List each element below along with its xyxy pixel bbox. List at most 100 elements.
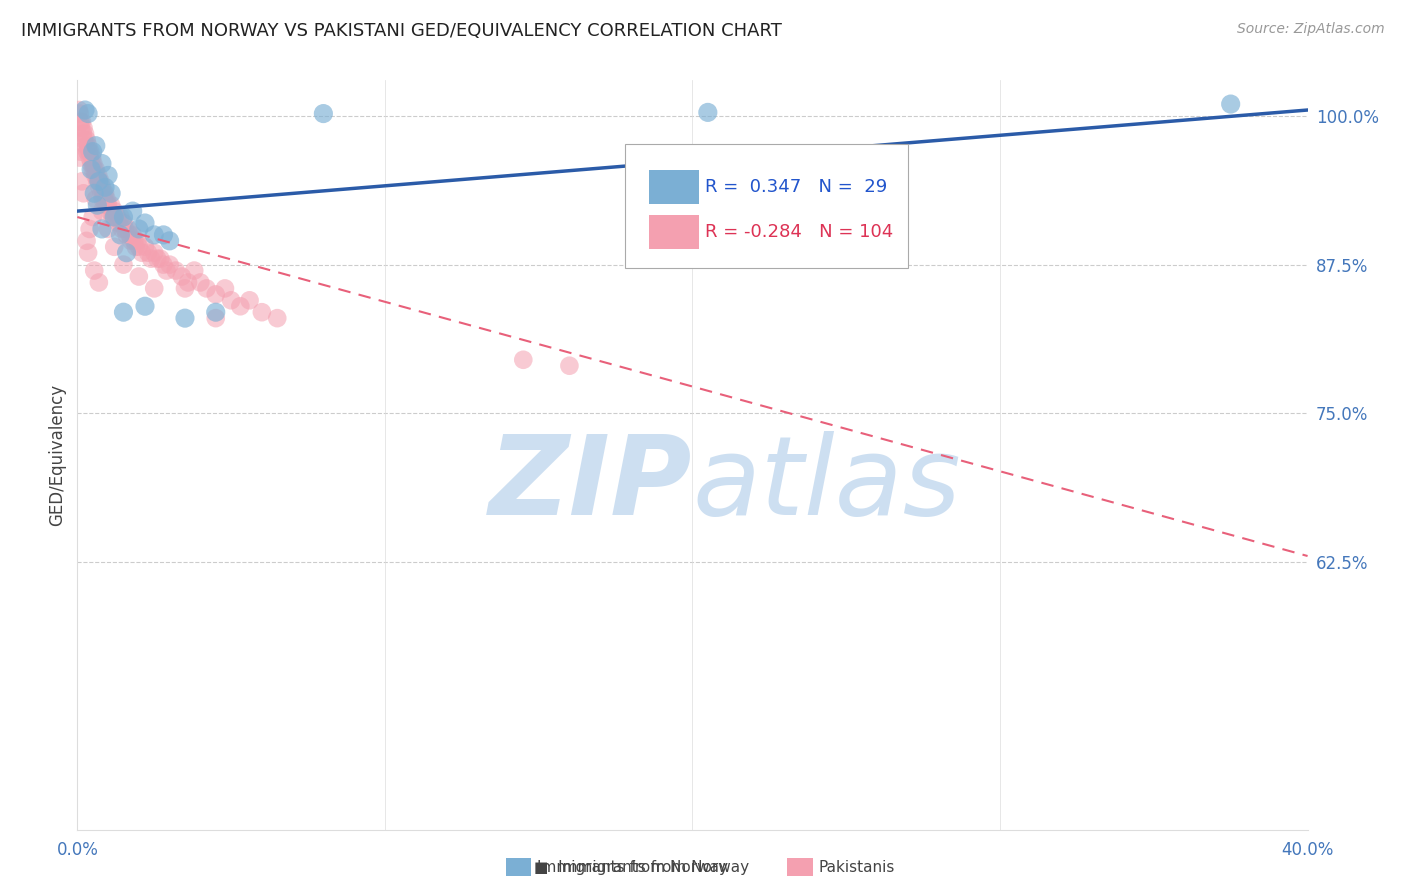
Point [250, 305, 273, 319]
Point [214, 281, 236, 295]
Point [159, 258, 181, 272]
Point [79, 222, 101, 236]
Point [128, 269, 150, 284]
Point [80, 156, 103, 170]
Point [79, 145, 101, 159]
Point [82, 210, 104, 224]
Point [120, 234, 142, 248]
Point [558, 359, 581, 373]
Point [143, 227, 166, 242]
Point [70, 174, 93, 188]
Point [69, 145, 91, 159]
Point [146, 252, 169, 266]
Point [76, 145, 98, 159]
Point [73, 133, 96, 147]
Point [104, 210, 127, 224]
Point [170, 269, 193, 284]
Point [84, 138, 107, 153]
Text: Pakistanis: Pakistanis [818, 860, 894, 874]
Point [67, 103, 90, 117]
Point [86, 174, 108, 188]
Point [84, 192, 107, 206]
Point [100, 186, 122, 201]
Point [125, 240, 148, 254]
Point [79, 151, 101, 165]
Point [229, 299, 252, 313]
Point [131, 245, 153, 260]
Point [512, 352, 534, 367]
Point [112, 216, 135, 230]
Point [174, 311, 197, 326]
Point [105, 210, 128, 224]
Point [87, 276, 110, 290]
Point [89, 174, 111, 188]
Point [77, 106, 100, 120]
Point [72, 127, 94, 141]
Point [239, 293, 262, 308]
Point [155, 263, 177, 277]
FancyBboxPatch shape [650, 215, 699, 249]
Point [76, 133, 98, 147]
Point [87, 174, 110, 188]
Point [117, 222, 139, 236]
Point [121, 204, 143, 219]
Point [90, 180, 114, 194]
Point [108, 216, 131, 230]
Point [696, 105, 718, 120]
Point [82, 151, 104, 165]
Point [86, 169, 108, 183]
Point [82, 145, 104, 159]
Point [114, 222, 136, 236]
Point [75, 138, 97, 153]
Point [97, 169, 120, 183]
Point [90, 156, 114, 170]
Text: IMMIGRANTS FROM NORWAY VS PAKISTANI GED/EQUIVALENCY CORRELATION CHART: IMMIGRANTS FROM NORWAY VS PAKISTANI GED/… [21, 22, 782, 40]
Point [77, 145, 100, 159]
Point [90, 204, 114, 219]
Point [122, 234, 145, 248]
Point [266, 311, 288, 326]
Point [136, 245, 159, 260]
Point [149, 252, 172, 266]
Point [121, 227, 143, 242]
Point [115, 245, 138, 260]
Point [127, 234, 149, 248]
Point [69, 115, 91, 129]
Point [86, 198, 108, 212]
Point [165, 263, 187, 277]
FancyBboxPatch shape [650, 170, 699, 204]
Point [90, 186, 112, 201]
Text: R = -0.284   N = 104: R = -0.284 N = 104 [704, 223, 893, 242]
Point [103, 240, 125, 254]
Point [143, 281, 166, 295]
Point [84, 162, 107, 177]
Point [70, 120, 93, 135]
Point [204, 311, 226, 326]
Point [174, 281, 197, 295]
Text: atlas: atlas [693, 432, 962, 539]
Point [87, 169, 110, 183]
Point [128, 222, 150, 236]
Text: Source: ZipAtlas.com: Source: ZipAtlas.com [1237, 22, 1385, 37]
Point [1219, 97, 1241, 112]
Point [204, 305, 226, 319]
Point [91, 192, 114, 206]
Point [112, 305, 135, 319]
Point [128, 240, 150, 254]
Point [152, 258, 174, 272]
Point [115, 227, 138, 242]
Point [72, 120, 94, 135]
Text: R =  0.347   N =  29: R = 0.347 N = 29 [704, 178, 887, 196]
Point [98, 204, 121, 219]
Point [94, 180, 117, 194]
Point [195, 281, 218, 295]
Point [73, 103, 96, 117]
Point [82, 156, 104, 170]
Point [118, 227, 141, 242]
Point [110, 227, 132, 242]
Point [152, 227, 174, 242]
Point [96, 192, 118, 206]
Point [70, 115, 93, 129]
Point [159, 234, 181, 248]
Y-axis label: GED/Equivalency: GED/Equivalency [48, 384, 66, 526]
